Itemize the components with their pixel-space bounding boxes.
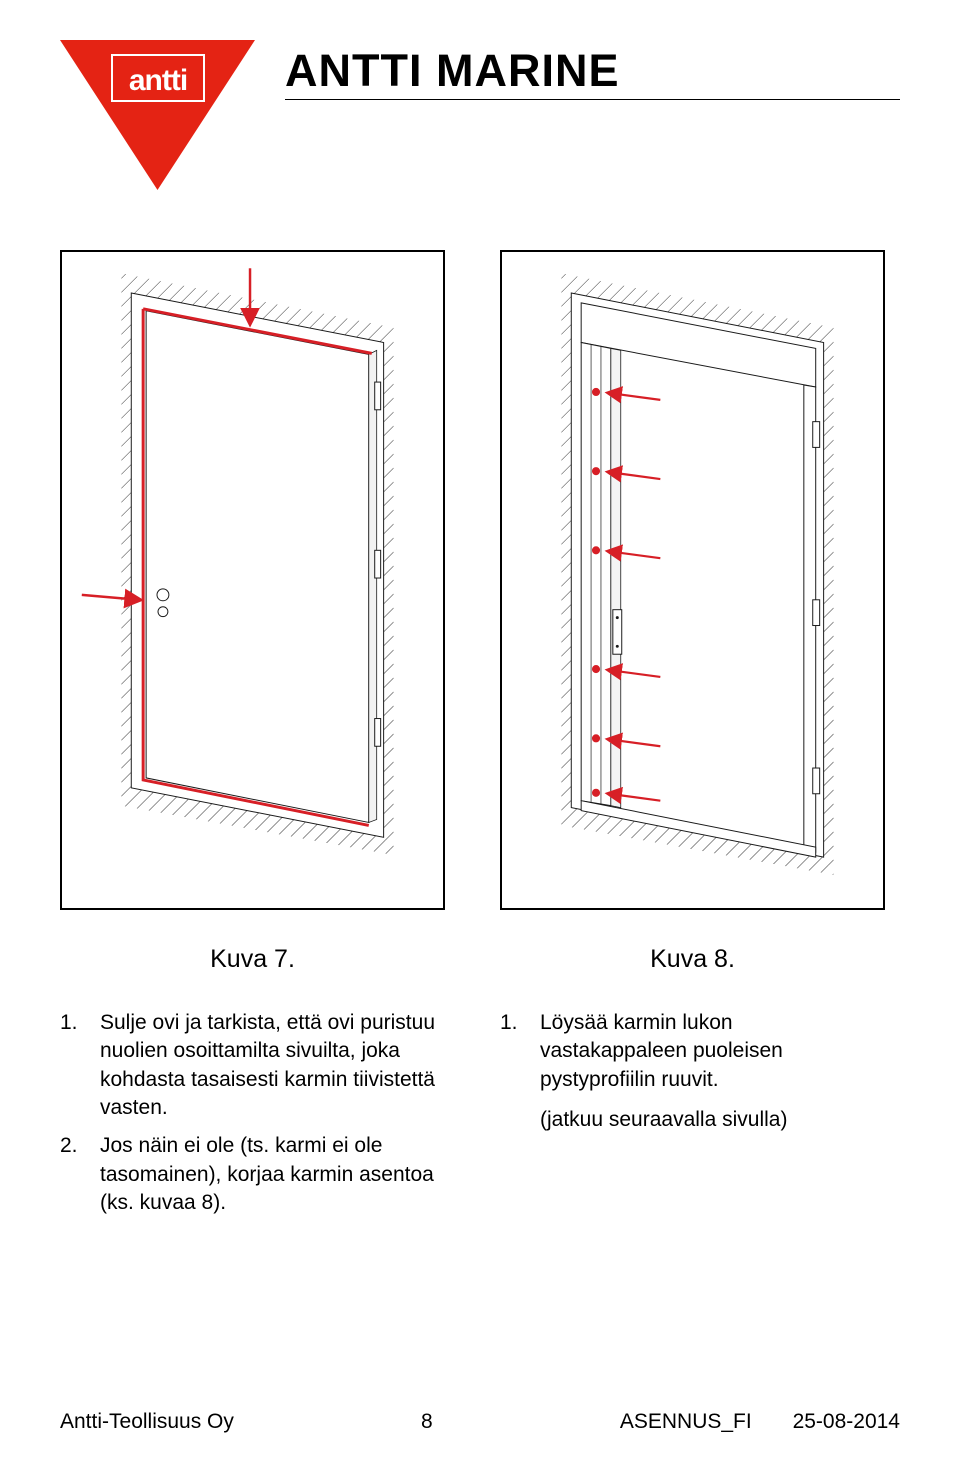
list-number: 1. bbox=[500, 1009, 540, 1094]
logo-svg: antti bbox=[60, 40, 255, 190]
body-left-column: 1. Sulje ovi ja tarkista, että ovi puris… bbox=[60, 1009, 445, 1227]
figure-8 bbox=[500, 250, 885, 910]
figure-8-caption: Kuva 8. bbox=[500, 945, 885, 974]
page-footer: Antti-Teollisuus Oy 8 ASENNUS_FI 25-08-2… bbox=[60, 1410, 900, 1434]
list-number: 1. bbox=[60, 1009, 100, 1122]
footer-company: Antti-Teollisuus Oy bbox=[60, 1410, 234, 1434]
footer-page-number: 8 bbox=[421, 1410, 433, 1434]
continuation-note: (jatkuu seuraavalla sivulla) bbox=[540, 1106, 885, 1134]
logo-text: antti bbox=[129, 64, 187, 97]
list-text: Jos näin ei ole (ts. karmi ei ole tasoma… bbox=[100, 1132, 445, 1217]
figure-7-svg bbox=[62, 252, 443, 908]
list-text: Löysää karmin lukon vastakappaleen puole… bbox=[540, 1009, 885, 1094]
left-item-2: 2. Jos näin ei ole (ts. karmi ei ole tas… bbox=[60, 1132, 445, 1217]
body-right-column: 1. Löysää karmin lukon vastakappaleen pu… bbox=[500, 1009, 885, 1227]
page-title: ANTTI MARINE bbox=[285, 45, 900, 100]
body-text-row: 1. Sulje ovi ja tarkista, että ovi puris… bbox=[60, 1009, 900, 1227]
figures-row bbox=[60, 250, 900, 910]
right-item-1: 1. Löysää karmin lukon vastakappaleen pu… bbox=[500, 1009, 885, 1094]
footer-right: ASENNUS_FI 25-08-2014 bbox=[620, 1410, 900, 1434]
figure-7 bbox=[60, 250, 445, 910]
captions-row: Kuva 7. Kuva 8. bbox=[60, 945, 900, 974]
list-number: 2. bbox=[60, 1132, 100, 1217]
figure-7-caption: Kuva 7. bbox=[60, 945, 445, 974]
figure-8-svg bbox=[502, 252, 883, 908]
title-block: ANTTI MARINE bbox=[285, 40, 900, 100]
list-text: Sulje ovi ja tarkista, että ovi puristuu… bbox=[100, 1009, 445, 1122]
footer-doc-label: ASENNUS_FI bbox=[620, 1410, 752, 1433]
left-item-1: 1. Sulje ovi ja tarkista, että ovi puris… bbox=[60, 1009, 445, 1122]
document-page: antti ANTTI MARINE bbox=[0, 0, 960, 1464]
page-header: antti ANTTI MARINE bbox=[60, 40, 900, 190]
footer-date: 25-08-2014 bbox=[793, 1410, 900, 1433]
brand-logo: antti bbox=[60, 40, 255, 190]
